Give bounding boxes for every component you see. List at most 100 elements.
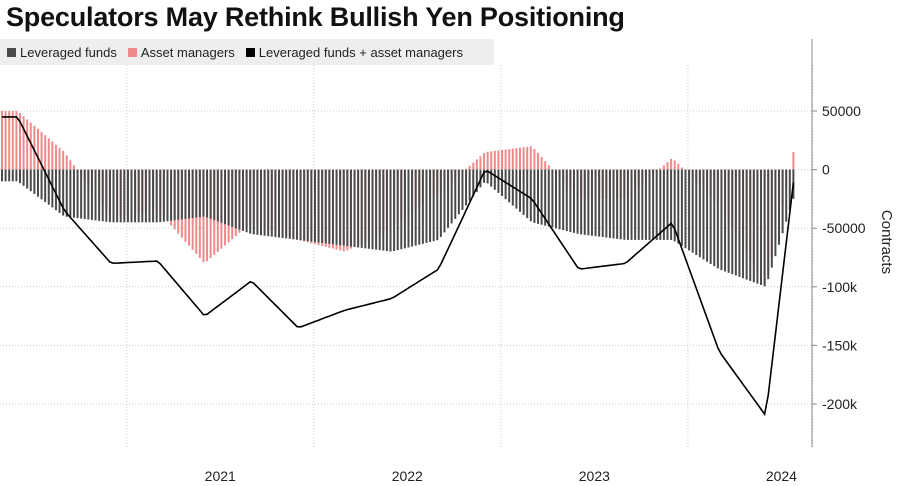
leveraged-fund-bar xyxy=(562,169,565,231)
leveraged-fund-bar xyxy=(454,169,457,219)
leveraged-fund-bar xyxy=(87,169,90,220)
leveraged-fund-bar xyxy=(641,169,644,240)
leveraged-fund-bar xyxy=(788,169,791,211)
leveraged-fund-bar xyxy=(65,169,68,217)
leveraged-fund-bar xyxy=(195,169,198,218)
leveraged-fund-bar xyxy=(134,169,137,223)
y-tick-label: -50000 xyxy=(822,220,866,236)
asset-manager-bar xyxy=(666,162,669,170)
leveraged-fund-bar xyxy=(745,169,748,280)
leveraged-fund-bar xyxy=(540,169,543,225)
leveraged-fund-bar xyxy=(159,169,162,223)
leveraged-fund-bar xyxy=(54,169,57,211)
leveraged-fund-bar xyxy=(580,169,583,235)
leveraged-fund-bar xyxy=(447,169,450,228)
leveraged-fund-bar xyxy=(684,169,687,249)
leveraged-fund-bar xyxy=(321,169,324,243)
leveraged-fund-bar xyxy=(763,169,766,287)
leveraged-fund-bar xyxy=(141,169,144,223)
leveraged-fund-bar xyxy=(457,169,460,215)
leveraged-fund-bar xyxy=(465,169,468,206)
leveraged-fund-bar xyxy=(781,169,784,234)
leveraged-fund-bar xyxy=(612,169,615,239)
leveraged-fund-bar xyxy=(364,169,367,249)
leveraged-fund-bar xyxy=(767,169,770,280)
y-tick-labels: 50000 0 -50000 -100k -150k -200k xyxy=(812,103,866,412)
leveraged-fund-bar xyxy=(666,169,669,240)
asset-manager-bar xyxy=(58,147,61,170)
asset-manager-bar xyxy=(792,152,795,170)
leveraged-fund-bar xyxy=(450,169,453,224)
leveraged-fund-bar xyxy=(418,169,421,245)
leveraged-fund-bar xyxy=(137,169,140,223)
leveraged-fund-bar xyxy=(547,169,550,227)
leveraged-fund-bar xyxy=(173,169,176,221)
leveraged-fund-bar xyxy=(346,169,349,247)
asset-manager-bar xyxy=(11,111,14,170)
leveraged-fund-bar xyxy=(486,169,489,184)
y-tick-label: -100k xyxy=(822,279,858,295)
asset-manager-bar xyxy=(508,149,511,170)
leveraged-fund-bar xyxy=(349,169,352,247)
leveraged-fund-bar xyxy=(94,169,97,221)
leveraged-fund-bar xyxy=(188,169,191,219)
leveraged-fund-bar xyxy=(234,169,237,229)
leveraged-fund-bar xyxy=(734,169,737,276)
leveraged-fund-bar xyxy=(389,169,392,252)
leveraged-fund-bar xyxy=(51,169,54,208)
leveraged-fund-bar xyxy=(501,169,504,197)
leveraged-fund-bar xyxy=(576,169,579,234)
leveraged-fund-bar xyxy=(623,169,626,240)
leveraged-fund-bar xyxy=(634,169,637,240)
asset-manager-bar xyxy=(72,165,75,170)
asset-manager-bar xyxy=(1,111,3,170)
leveraged-fund-bar xyxy=(493,169,496,190)
leveraged-fund-bar xyxy=(224,169,227,225)
asset-manager-bar xyxy=(15,111,18,170)
leveraged-fund-bar xyxy=(385,169,388,252)
leveraged-fund-bar xyxy=(583,169,586,235)
leveraged-fund-bar xyxy=(655,169,658,240)
leveraged-fund-bar xyxy=(670,169,673,240)
asset-manager-bar xyxy=(680,167,683,170)
leveraged-fund-bar xyxy=(375,169,378,250)
leveraged-fund-bar xyxy=(148,169,151,223)
asset-manager-bar xyxy=(677,163,680,170)
leveraged-fund-bar xyxy=(40,169,43,200)
asset-manager-bar xyxy=(4,111,7,170)
leveraged-fund-bar xyxy=(295,169,298,240)
leveraged-fund-bar xyxy=(44,169,47,203)
leveraged-fund-bar xyxy=(281,169,284,238)
leveraged-fund-bar xyxy=(144,169,147,223)
leveraged-fund-bar xyxy=(742,169,745,279)
leveraged-fund-bar xyxy=(601,169,604,238)
leveraged-fund-bar xyxy=(274,169,277,238)
leveraged-fund-bar xyxy=(367,169,370,249)
leveraged-fund-bar xyxy=(220,169,223,223)
leveraged-fund-bar xyxy=(112,169,115,223)
asset-manager-bar xyxy=(540,156,543,170)
leveraged-fund-bar xyxy=(331,169,334,245)
leveraged-fund-bar xyxy=(483,169,486,183)
leveraged-fund-bar xyxy=(18,169,21,184)
leveraged-fund-bar xyxy=(644,169,647,240)
leveraged-fund-bar xyxy=(206,169,209,218)
y-axis-title: Contracts xyxy=(878,210,895,274)
leveraged-fund-bar xyxy=(659,169,662,240)
leveraged-fund-bar xyxy=(72,169,75,218)
leveraged-fund-bar xyxy=(22,169,25,186)
leveraged-fund-bar xyxy=(554,169,557,229)
leveraged-fund-bar xyxy=(36,169,39,197)
leveraged-fund-bar xyxy=(608,169,611,238)
leveraged-fund-bar xyxy=(778,169,781,245)
leveraged-fund-bar xyxy=(58,169,61,213)
leveraged-fund-bar xyxy=(292,169,295,240)
leveraged-fund-bar xyxy=(101,169,104,222)
leveraged-fund-bar xyxy=(432,169,435,242)
leveraged-fund-bar xyxy=(411,169,414,247)
leveraged-fund-bar xyxy=(256,169,259,235)
leveraged-fund-bar xyxy=(371,169,374,250)
leveraged-fund-bar xyxy=(752,169,755,283)
x-tick-label: 2021 xyxy=(205,468,236,484)
leveraged-fund-bar xyxy=(673,169,676,242)
